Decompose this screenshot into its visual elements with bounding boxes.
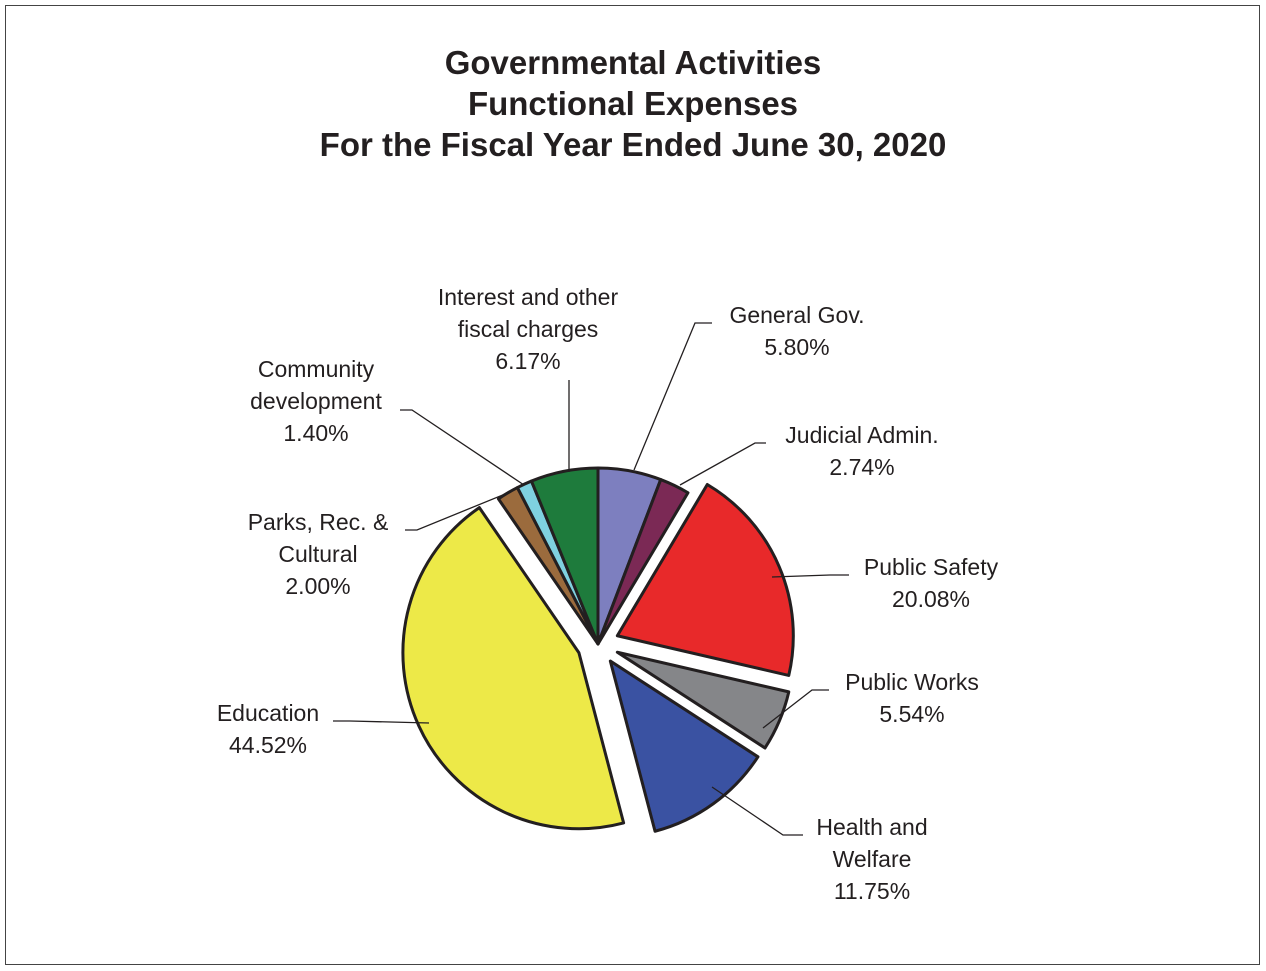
- pie-slices: [401, 466, 795, 833]
- slice-public-works: [615, 650, 791, 750]
- label-community-development: Community development 1.40%: [250, 356, 382, 446]
- value-label-education: 44.52%: [229, 732, 307, 758]
- category-label-general-gov: General Gov.: [729, 302, 864, 328]
- category-label-health-and-welfare: Welfare: [833, 846, 912, 872]
- value-label-parks-rec-cultural: 2.00%: [285, 573, 350, 599]
- label-general-gov: General Gov. 5.80%: [729, 302, 864, 360]
- leader-line-parks-rec-cultural: [405, 491, 511, 531]
- category-label-interest-and-other-fiscal-charges: Interest and other: [438, 284, 619, 310]
- category-label-interest-and-other-fiscal-charges: fiscal charges: [458, 316, 599, 342]
- leader-line-judicial-admin: [679, 442, 766, 486]
- label-health-and-welfare: Health and Welfare 11.75%: [816, 814, 927, 904]
- value-label-community-development: 1.40%: [283, 420, 348, 446]
- slice-public-safety: [615, 482, 795, 677]
- value-label-public-safety: 20.08%: [892, 586, 970, 612]
- slice-interest-and-other-fiscal-charges: [529, 466, 600, 646]
- chart-title-line-1: Governmental Activities: [444, 44, 822, 81]
- value-label-judicial-admin: 2.74%: [829, 454, 894, 480]
- slice-judicial-admin: [596, 478, 690, 646]
- category-label-public-safety: Public Safety: [864, 554, 999, 580]
- label-parks-rec-cultural: Parks, Rec. & Cultural 2.00%: [248, 509, 389, 599]
- value-label-public-works: 5.54%: [879, 701, 944, 727]
- category-label-community-development: development: [250, 388, 382, 414]
- leader-line-community-development: [400, 409, 525, 486]
- label-public-safety: Public Safety 20.08%: [864, 554, 999, 612]
- category-label-education: Education: [217, 700, 319, 726]
- label-interest-and-other-fiscal-charges: Interest and other fiscal charges 6.17%: [438, 284, 619, 374]
- leader-line-general-gov: [633, 322, 712, 471]
- leader-line-health-and-welfare: [711, 786, 803, 836]
- label-public-works: Public Works 5.54%: [845, 669, 979, 727]
- label-education: Education 44.52%: [217, 700, 319, 758]
- chart-title-line-3: For the Fiscal Year Ended June 30, 2020: [319, 126, 947, 163]
- category-label-parks-rec-cultural: Parks, Rec. &: [248, 509, 389, 535]
- chart-title-line-2: Functional Expenses: [467, 85, 799, 122]
- category-label-parks-rec-cultural: Cultural: [278, 541, 357, 567]
- leader-line-education: [333, 720, 430, 724]
- value-label-interest-and-other-fiscal-charges: 6.17%: [495, 348, 560, 374]
- chart-title: Governmental Activities Functional Expen…: [0, 42, 1266, 165]
- category-label-community-development: Community: [258, 356, 375, 382]
- slice-health-and-welfare: [608, 659, 760, 833]
- slice-education: [401, 506, 626, 831]
- category-label-health-and-welfare: Health and: [816, 814, 927, 840]
- slice-labels: General Gov. 5.80% Judicial Admin. 2.74% Pub…: [217, 284, 999, 904]
- leader-line-public-works: [762, 689, 829, 729]
- value-label-health-and-welfare: 11.75%: [834, 878, 910, 904]
- value-label-general-gov: 5.80%: [764, 334, 829, 360]
- category-label-judicial-admin: Judicial Admin.: [785, 422, 938, 448]
- category-label-public-works: Public Works: [845, 669, 979, 695]
- leader-lines: [333, 322, 849, 836]
- label-judicial-admin: Judicial Admin. 2.74%: [785, 422, 938, 480]
- leader-line-public-safety: [771, 574, 849, 578]
